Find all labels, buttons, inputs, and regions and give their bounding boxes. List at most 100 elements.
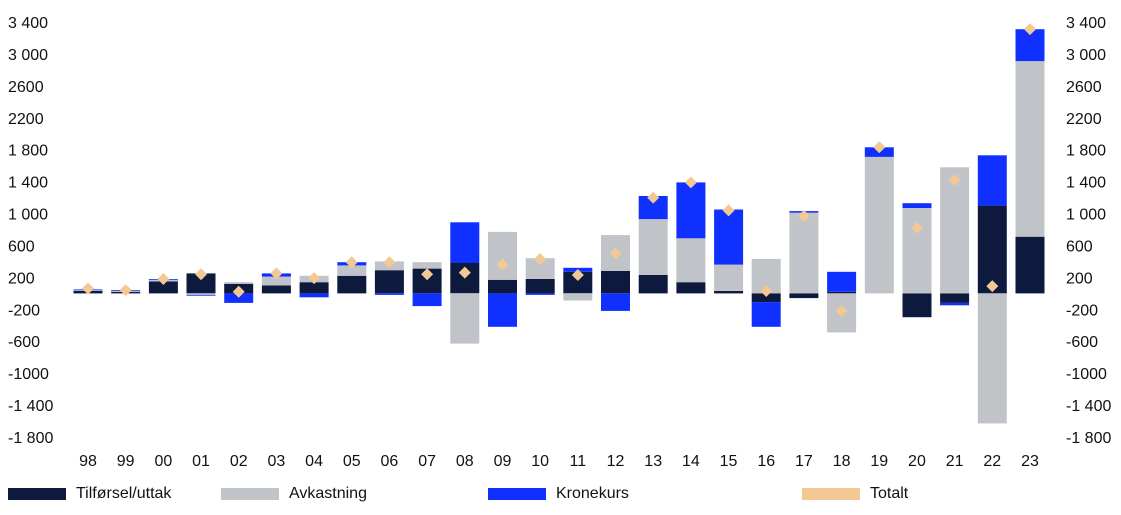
legend-label: Avkastning [289,485,367,502]
bar-avkastning-05 [337,265,367,276]
x-tick-label-20: 20 [908,453,926,470]
y-tick-label-right: 1 400 [1066,175,1106,192]
y-tick-label-right: 3 000 [1066,47,1106,64]
x-tick-label-18: 18 [833,453,851,470]
y-tick-label-left: 1 800 [8,143,48,160]
y-tick-label-left: 200 [8,270,35,287]
bar-kronekurs-14 [676,182,706,239]
y-tick-label-right: 600 [1066,238,1093,255]
total-marker-11 [571,268,584,281]
y-tick-label-right: 1 800 [1066,143,1106,160]
y-tick-label-left: -200 [8,302,40,319]
bar-kronekurs-15 [714,209,744,265]
bar-avkastning-11 [563,293,593,301]
bar-avkastning-15 [714,264,744,291]
bar-kronekurs-09 [488,293,517,327]
total-marker-08 [458,266,471,279]
legend-item-kronekurs: Kronekurs [488,482,629,506]
bar-avkastning-23 [1015,61,1045,237]
y-tick-label-right: -600 [1066,334,1098,351]
y-tick-label-left: 600 [8,238,35,255]
bar-avkastning-07 [412,262,442,269]
total-marker-98 [82,282,94,295]
x-tick-label-99: 99 [117,453,135,470]
bar-kronekurs-04 [299,293,329,298]
legend-label: Tilførsel/uttak [76,485,172,502]
total-marker-20 [910,221,923,234]
bar-tilf-rsel-uttak-16 [751,293,781,303]
y-tick-label-right: 1 000 [1066,207,1106,224]
bar-tilf-rsel-uttak-00 [148,281,178,294]
bar-avkastning-21 [940,167,970,294]
total-marker-23 [1024,23,1036,36]
bar-kronekurs-08 [450,222,480,263]
x-tick-label-09: 09 [494,453,512,470]
total-marker-02 [232,285,245,298]
bar-tilf-rsel-uttak-11 [563,271,593,294]
total-marker-06 [383,256,396,269]
bar-kronekurs-21 [940,302,970,306]
bar-kronekurs-16 [751,302,781,327]
x-tick-label-01: 01 [192,453,210,470]
y-tick-label-right: 2200 [1066,111,1102,128]
bar-avkastning-22 [977,293,1007,424]
bar-tilf-rsel-uttak-21 [940,293,970,303]
bar-tilf-rsel-uttak-17 [789,293,819,299]
legend-label: Totalt [870,485,909,502]
bar-kronekurs-06 [374,293,404,295]
total-marker-18 [835,304,848,317]
legend-item-avkastning: Avkastning [221,482,367,506]
bar-kronekurs-18 [827,271,857,292]
legend-item-totalt: Totalt [802,482,908,506]
bar-avkastning-13 [638,219,668,275]
y-tick-label-right: 2600 [1066,79,1102,96]
x-tick-label-10: 10 [531,453,549,470]
x-tick-label-08: 08 [456,453,474,470]
bar-kronekurs-12 [601,293,630,311]
bar-avkastning-14 [676,238,706,283]
bar-kronekurs-20 [902,203,932,208]
total-marker-13 [647,191,660,204]
total-marker-99 [119,284,132,297]
bar-tilf-rsel-uttak-12 [601,271,630,294]
bar-tilf-rsel-uttak-15 [714,291,744,294]
x-tick-label-00: 00 [154,453,172,470]
total-marker-14 [684,176,697,189]
y-tick-label-left: 1 400 [8,175,48,192]
total-marker-04 [308,272,321,285]
bar-tilf-rsel-uttak-05 [337,275,367,294]
legend-label: Kronekurs [556,485,629,502]
bar-avkastning-08 [450,293,480,344]
total-marker-15 [722,204,735,217]
x-tick-label-11: 11 [570,453,587,470]
y-tick-label-right: -1 800 [1066,430,1111,447]
x-tick-label-22: 22 [983,453,1001,470]
total-marker-12 [609,247,622,260]
y-tick-label-left: 3 000 [8,47,48,64]
y-tick-label-left: 2200 [8,111,44,128]
x-tick-label-16: 16 [757,453,775,470]
bar-avkastning-10 [525,258,555,279]
total-marker-19 [873,141,886,154]
total-marker-22 [986,280,999,293]
x-axis: 98 99 00 01 02 03 04 05 06 07 08 09 10 11 12 13 14 15 16 17… [79,453,1039,470]
legend-swatch [488,488,546,500]
x-tick-label-17: 17 [795,453,813,470]
bar-avkastning-02 [224,282,254,284]
x-tick-label-15: 15 [720,453,738,470]
y-tick-label-right: -200 [1066,302,1098,319]
total-marker-07 [421,268,434,281]
total-marker-16 [760,284,773,297]
y-tick-label-left: -600 [8,334,40,351]
x-tick-label-05: 05 [343,453,361,470]
bar-kronekurs-22 [977,155,1007,206]
legend-swatch [8,488,66,500]
bar-tilf-rsel-uttak-20 [902,293,932,318]
bar-avkastning-03 [261,276,291,286]
legend-swatch [802,488,860,500]
y-tick-label-left: -1000 [8,366,49,383]
x-tick-label-23: 23 [1021,453,1039,470]
y-tick-label-left: 3 400 [8,15,48,32]
legend: Tilførsel/uttak Avkastning Kronekurs Tot… [0,482,1121,508]
